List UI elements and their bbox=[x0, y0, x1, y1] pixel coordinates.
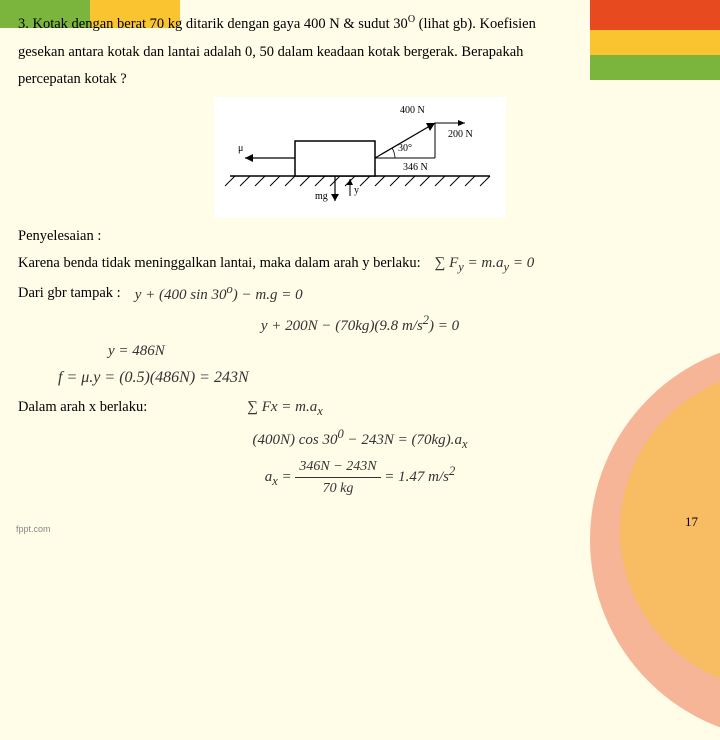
force200-label: 200 N bbox=[448, 129, 473, 140]
eq3: y + 200N − (70kg)(9.8 m/s2) = 0 bbox=[18, 311, 702, 338]
angle-label: 30° bbox=[398, 143, 412, 154]
force346-label: 346 N bbox=[403, 162, 428, 173]
eq8-den: 70 kg bbox=[295, 478, 380, 499]
diagram-bg: μ 400 N 30° 200 N 346 N mg y bbox=[214, 97, 506, 218]
problem-line3: percepatan kotak ? bbox=[18, 69, 702, 91]
sol-text3: Dalam arah x berlaku: bbox=[18, 397, 147, 419]
solution-header: Penyelesaian : bbox=[18, 226, 702, 248]
sol-text1: Karena benda tidak meninggalkan lantai, … bbox=[18, 253, 421, 275]
eq-sumfy: ∑ Fy = m.ay = 0 bbox=[435, 252, 535, 277]
solution-line3: Dalam arah x berlaku: ∑ Fx = m.ax bbox=[18, 396, 702, 421]
eq8-num: 346N − 243N bbox=[295, 456, 380, 478]
force400-label: 400 N bbox=[400, 105, 425, 116]
slide-content: 3. Kotak dengan berat 70 kg ditarik deng… bbox=[0, 0, 720, 540]
y-label: y bbox=[354, 185, 359, 196]
eq2: y + (400 sin 30o) − m.g = 0 bbox=[135, 280, 303, 307]
problem-text: 3. Kotak dengan berat 70 kg ditarik deng… bbox=[18, 12, 702, 36]
mg-label: mg bbox=[315, 191, 328, 202]
eq8: ax = 346N − 243N 70 kg = 1.47 m/s2 bbox=[18, 456, 702, 499]
page-number: 17 bbox=[685, 514, 698, 530]
diagram-container: μ 400 N 30° 200 N 346 N mg y bbox=[18, 97, 702, 218]
problem-line2: gesekan antara kotak dan lantai adalah 0… bbox=[18, 42, 702, 64]
sol-text2: Dari gbr tampak : bbox=[18, 283, 121, 305]
solution-line2: Dari gbr tampak : y + (400 sin 30o) − m.… bbox=[18, 280, 702, 307]
physics-diagram: μ 400 N 30° 200 N 346 N mg y bbox=[220, 101, 500, 206]
solution-line1: Karena benda tidak meninggalkan lantai, … bbox=[18, 252, 702, 277]
footer-credit: fppt.com bbox=[16, 524, 51, 534]
eq6: ∑ Fx = m.ax bbox=[247, 396, 323, 421]
eq7: (400N) cos 300 − 243N = (70kg).ax bbox=[18, 425, 702, 454]
problem-line1a: 3. Kotak dengan berat 70 kg ditarik deng… bbox=[18, 16, 408, 32]
eq4: y = 486N bbox=[18, 340, 702, 363]
problem-line1b: (lihat gb). Koefisien bbox=[415, 16, 536, 32]
eq5: f = μ.y = (0.5)(486N) = 243N bbox=[18, 366, 702, 390]
degree-sup: O bbox=[408, 14, 415, 25]
mu-label: μ bbox=[238, 143, 243, 154]
